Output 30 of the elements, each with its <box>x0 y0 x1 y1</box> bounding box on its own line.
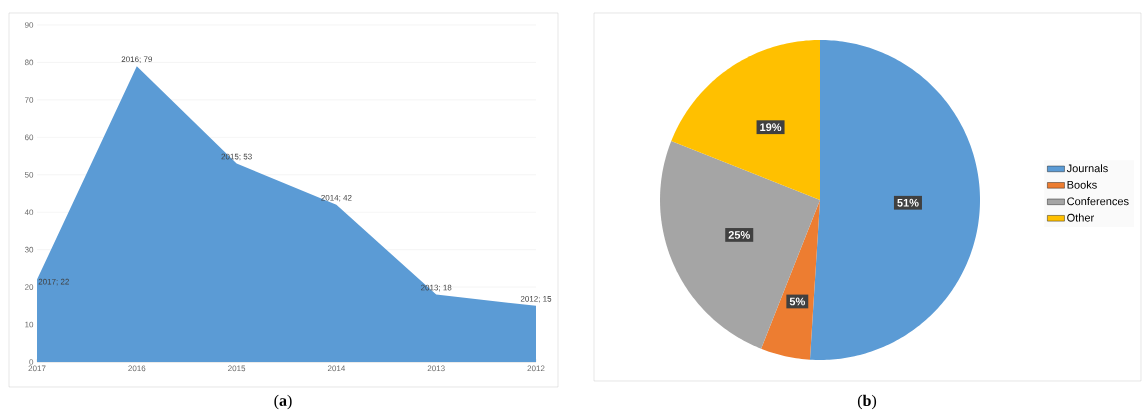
data-label: 19% <box>760 123 782 132</box>
data-label: 2014; 42 <box>321 194 352 202</box>
data-label: 5% <box>789 297 805 306</box>
data-label: 2017; 22 <box>38 278 69 286</box>
y-tick-label: 30 <box>24 246 34 253</box>
x-tick-label: 2014 <box>327 365 346 372</box>
x-tick-label: 2012 <box>527 365 545 372</box>
x-tick-label: 2013 <box>427 365 445 372</box>
text: (b) <box>857 394 877 410</box>
y-tick-label: 20 <box>24 284 34 290</box>
legend-label: Journals <box>1066 164 1108 173</box>
y-tick-label: 90 <box>24 22 34 28</box>
x-tick-label: 2015 <box>228 365 246 372</box>
y-tick-label: 40 <box>24 209 34 216</box>
data-label: 2012; 15 <box>520 296 552 303</box>
data-label: 2016; 79 <box>121 56 152 63</box>
y-tick-label: 70 <box>24 97 34 103</box>
y-tick-label: 60 <box>24 134 34 141</box>
y-tick-label: 10 <box>25 321 34 328</box>
y-tick-label: 80 <box>24 59 34 66</box>
legend-label: Books <box>1067 180 1097 189</box>
data-label: 51% <box>897 198 919 207</box>
text: (a) <box>274 394 292 410</box>
y-tick-label: 50 <box>24 171 34 178</box>
legend-label: Conferences <box>1067 197 1129 206</box>
legend-label: Other <box>1067 213 1094 222</box>
y-tick-label: 0 <box>29 359 34 365</box>
x-tick-label: 2016 <box>128 365 146 372</box>
x-tick-label: 2017 <box>28 365 46 372</box>
data-label: 25% <box>728 231 750 239</box>
